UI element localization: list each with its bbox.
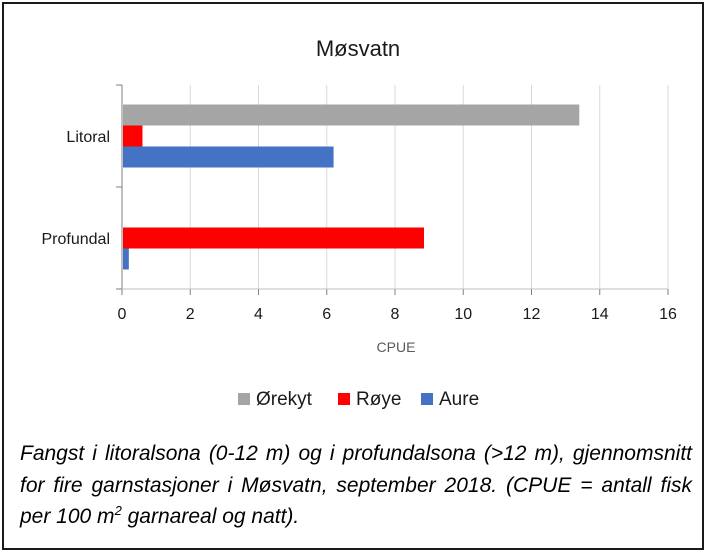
y-category-label: Profundal <box>42 231 111 248</box>
x-axis-label: CPUE <box>377 339 416 355</box>
x-tick-label: 16 <box>659 306 677 323</box>
bar-aure-litoral <box>123 146 334 168</box>
legend: Ørekyt Røye Aure <box>238 389 479 410</box>
figure-frame: Møsvatn 0 2 4 6 8 10 12 14 16 Litoral Profundal CP… <box>2 2 704 550</box>
legend-swatch-0 <box>238 393 250 405</box>
bars <box>123 104 580 270</box>
x-tick-label: 10 <box>454 306 472 323</box>
x-tick-label: 8 <box>391 306 400 323</box>
x-tick-label: 12 <box>523 306 541 323</box>
caption-text-end: garnareal og natt). <box>121 505 300 528</box>
bar-ørekyt-litoral <box>123 104 580 126</box>
bar-chart: Møsvatn 0 2 4 6 8 10 12 14 16 Litoral Profundal CP… <box>42 36 678 410</box>
chart-title: Møsvatn <box>316 36 400 61</box>
x-tick-label: 2 <box>186 306 195 323</box>
x-tick-label: 0 <box>118 306 127 323</box>
legend-label-2: Aure <box>439 389 479 410</box>
legend-label-0: Ørekyt <box>256 389 313 410</box>
bar-aure-profundal <box>123 248 129 270</box>
x-tick-label: 14 <box>591 306 609 323</box>
bar-røye-profundal <box>123 227 425 249</box>
axes <box>116 84 669 295</box>
caption-superscript: 2 <box>114 503 122 518</box>
x-tick-label: 6 <box>322 306 331 323</box>
tick-labels: 0 2 4 6 8 10 12 14 16 Litoral Profundal <box>42 129 678 323</box>
legend-swatch-2 <box>421 393 433 405</box>
legend-swatch-1 <box>338 393 350 405</box>
figure-caption: Fangst i litoralsona (0-12 m) og i profu… <box>20 438 692 533</box>
y-category-label: Litoral <box>66 129 110 146</box>
x-tick-label: 4 <box>254 306 263 323</box>
bar-røye-litoral <box>123 125 143 147</box>
legend-label-1: Røye <box>356 389 401 410</box>
caption-text: Fangst i litoralsona (0-12 m) og i profu… <box>20 442 692 528</box>
